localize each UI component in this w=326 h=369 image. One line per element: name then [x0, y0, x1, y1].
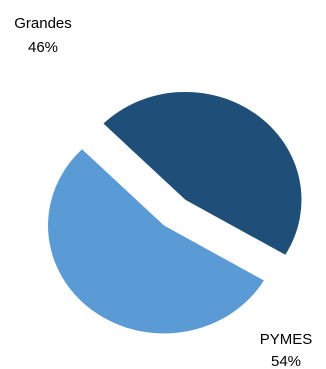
pie-slices — [48, 91, 302, 334]
slice-label-grandes-value: 46% — [28, 39, 58, 56]
pie-slice-grandes — [103, 91, 302, 255]
slice-label-pymes-name: PYMES — [260, 331, 313, 348]
slice-label-grandes-name: Grandes — [14, 15, 72, 32]
pie-slice-pymes — [48, 149, 264, 334]
slice-label-pymes-value: 54% — [271, 353, 301, 369]
